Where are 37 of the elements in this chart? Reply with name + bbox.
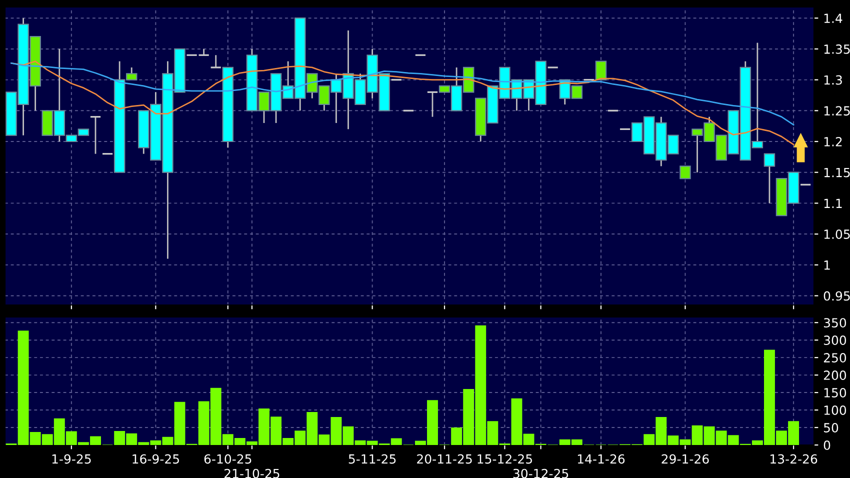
x-tick-label: 21-10-25	[224, 468, 280, 478]
candlestick	[595, 60, 607, 80]
candlestick	[210, 54, 222, 68]
y-tick-label: 50	[824, 422, 838, 432]
y-tick-label: 250	[824, 353, 846, 362]
x-tick-label: 1-9-25	[52, 454, 91, 464]
y-tick-label: 1.1	[824, 198, 842, 208]
y-tick-label: 150	[824, 388, 846, 398]
candlestick	[426, 91, 438, 118]
x-tick-label: 15-12-25	[478, 454, 532, 464]
y-tick-label: 100	[824, 406, 846, 415]
x-tick-label: 30-12-25	[513, 468, 568, 478]
y-tick-label: 300	[824, 336, 846, 346]
x-tick-label: 6-10-25	[204, 454, 252, 464]
candlestick	[680, 166, 691, 180]
y-tick-label: 1	[824, 260, 830, 270]
y-tick-label: 0.95	[824, 291, 850, 301]
y-tick-label: 1.15	[824, 168, 850, 178]
y-tick-label: 200	[824, 370, 846, 380]
candlestick	[764, 153, 776, 204]
x-tick-label: 13-2-26	[770, 454, 818, 464]
y-tick-label: 1.25	[824, 106, 850, 116]
x-tick-label: 16-9-25	[132, 454, 179, 464]
y-tick-label: 1.3	[824, 75, 842, 85]
y-tick-label: 1.4	[824, 14, 842, 23]
x-tick-label: 5-11-25	[348, 454, 396, 464]
x-tick-label: 29-1-26	[662, 454, 709, 464]
y-tick-label: 1.35	[824, 44, 850, 54]
y-tick-label: 0	[824, 440, 830, 450]
candlestick	[198, 48, 210, 56]
y-tick-label: 1.2	[824, 136, 842, 146]
line-series	[10, 62, 794, 126]
x-tick-label: 20-11-25	[417, 454, 472, 464]
y-tick-label: 350	[824, 318, 846, 328]
y-tick-label: 1.05	[824, 230, 850, 239]
candlestick	[90, 116, 102, 155]
x-tick-label: 14-1-26	[578, 454, 625, 464]
